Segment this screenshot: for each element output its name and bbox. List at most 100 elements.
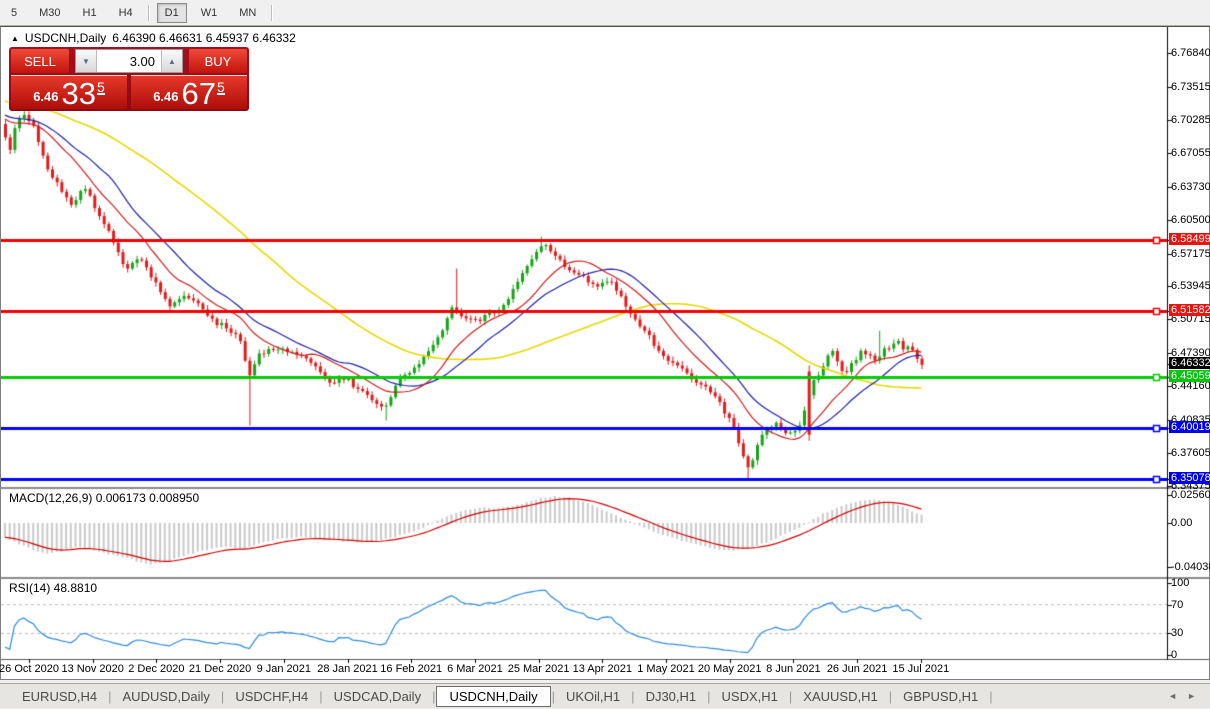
- price-axis: 6.76840 6.73515 6.70285 6.67055 6.63730 6.605…: [1168, 27, 1210, 679]
- price-tick-label: 6.76840: [1171, 47, 1210, 60]
- price-tick-label: 6.44160: [1171, 380, 1210, 393]
- macd-tick-label: 0.00: [1171, 517, 1193, 529]
- date-label: 8 Jun 2021: [766, 663, 821, 675]
- rsi-tick-label: 70: [1171, 598, 1184, 611]
- date-label: 13 Nov 2020: [61, 663, 124, 675]
- chart-title: ▲ USDCNH,Daily 6.46390 6.46631 6.45937 6…: [11, 31, 296, 45]
- price-tag-6.58499: 6.58499: [1169, 233, 1210, 246]
- rsi-tick-label: 100: [1171, 577, 1190, 590]
- price-tick-label: 6.37605: [1171, 446, 1210, 459]
- rsi-tick-label: 0: [1171, 648, 1178, 661]
- date-label: 13 Apr 2021: [572, 663, 632, 675]
- timeframe-H4[interactable]: H4: [118, 6, 133, 19]
- tab-usdcnh-daily[interactable]: USDCNH,Daily: [436, 685, 551, 707]
- rsi-tick-label: 30: [1171, 627, 1184, 640]
- macd-tick-label: 0.025609: [1171, 489, 1210, 502]
- chart-canvas[interactable]: [1, 27, 1209, 679]
- date-label: 1 May 2021: [637, 663, 695, 675]
- sell-price-prefix: 6.46: [33, 89, 59, 104]
- tab-separator: |: [108, 688, 112, 704]
- date-axis: 26 Oct 2020 13 Nov 2020 2 Dec 2020 21 Dec 2…: [0, 659, 1167, 679]
- macd-tick-label: -0.040386: [1171, 560, 1210, 573]
- price-tag-6.46332: 6.46332: [1169, 357, 1210, 370]
- date-label: 28 Jan 2021: [317, 663, 378, 675]
- buy-price-tile[interactable]: 6.46 67 5: [131, 75, 247, 109]
- price-tick-label: 6.73515: [1171, 81, 1210, 94]
- price-tick-label: 6.70285: [1171, 113, 1210, 126]
- chart-symbol-label: USDCNH,Daily: [24, 31, 107, 45]
- date-label: 6 Mar 2021: [447, 663, 503, 675]
- timeframe-W1[interactable]: W1: [200, 6, 218, 19]
- tab-eurusd-h4[interactable]: EURUSD,H4: [22, 688, 98, 704]
- tab-separator: |: [888, 688, 893, 704]
- date-label: 2 Dec 2020: [128, 663, 185, 675]
- tab-separator: |: [319, 688, 323, 704]
- timeframe-5[interactable]: 5: [11, 6, 18, 19]
- timeframe-M30[interactable]: M30: [39, 6, 61, 19]
- price-tick-label: 6.63730: [1171, 180, 1210, 193]
- tab-separator: |: [707, 688, 711, 704]
- price-tag-6.40019: 6.40019: [1169, 421, 1210, 434]
- tab-scroll-arrows: ◄ ►: [1168, 691, 1196, 701]
- date-label: 25 Mar 2021: [507, 663, 570, 675]
- tab-separator: |: [989, 688, 993, 704]
- timeframe-MN[interactable]: MN: [239, 6, 257, 19]
- price-tag-6.51582: 6.51582: [1169, 303, 1210, 316]
- volume-increase-icon[interactable]: ▲: [161, 50, 182, 72]
- tab-ukoil-h1[interactable]: UKOil,H1: [565, 688, 621, 704]
- date-label: 20 May 2021: [697, 663, 762, 675]
- timeframe-H1[interactable]: H1: [82, 6, 97, 19]
- price-tag-6.45059: 6.45059: [1169, 370, 1210, 383]
- buy-price-pips: 67: [181, 76, 216, 111]
- tab-dj30-h1[interactable]: DJ30,H1: [645, 688, 697, 704]
- price-tag-6.35078: 6.35078: [1169, 471, 1210, 484]
- volume-decrease-icon[interactable]: ▼: [76, 50, 97, 72]
- timeframe-toolbar: 5 M30 H1 H4 D1 W1 MN: [0, 0, 1210, 26]
- toolbar-separator: [271, 4, 274, 21]
- price-tick-label: 6.47390: [1171, 347, 1210, 360]
- tab-audusd-daily[interactable]: AUDUSD,Daily: [122, 688, 210, 704]
- volume-field[interactable]: 3.00: [97, 50, 161, 72]
- macd-indicator-label: MACD(12,26,9) 0.006173 0.008950: [9, 491, 200, 505]
- sell-button[interactable]: SELL: [11, 49, 69, 73]
- volume-stepper: ▼ 3.00 ▲: [75, 49, 183, 73]
- date-label: 21 Dec 2020: [188, 663, 252, 675]
- chart-ohlc-values: 6.46390 6.46631 6.45937 6.46332: [112, 31, 296, 45]
- price-tick-label: 6.60500: [1171, 213, 1210, 226]
- tab-usdcad-daily[interactable]: USDCAD,Daily: [333, 688, 422, 704]
- buy-price-prefix: 6.46: [153, 89, 179, 104]
- price-tick-label: 6.57175: [1171, 247, 1210, 260]
- tab-gbpusd-h1[interactable]: GBPUSD,H1: [903, 688, 979, 704]
- symbol-tabbar: EURUSD,H4 | AUDUSD,Daily | USDCHF,H4 | USDCAD,…: [0, 683, 1210, 708]
- sell-price-pips: 33: [61, 76, 96, 111]
- collapse-panel-icon[interactable]: ▲: [11, 33, 19, 43]
- tab-separator: |: [788, 688, 793, 704]
- tab-separator: |: [432, 688, 436, 704]
- tab-usdx-h1[interactable]: USDX,H1: [721, 688, 778, 704]
- tab-usdchf-h4[interactable]: USDCHF,H4: [235, 688, 309, 704]
- tab-separator: |: [631, 688, 635, 704]
- tab-xauusd-h1[interactable]: XAUUSD,H1: [803, 688, 878, 704]
- tab-scroll-left-icon[interactable]: ◄: [1168, 691, 1178, 701]
- date-label: 26 Oct 2020: [0, 663, 59, 675]
- tab-separator: |: [220, 688, 225, 704]
- date-label: 9 Jan 2021: [256, 663, 312, 675]
- toolbar-separator: [147, 4, 150, 21]
- tab-separator: |: [551, 688, 555, 704]
- sell-price-fraction: 5: [97, 79, 105, 95]
- one-click-trade-panel: SELL ▼ 3.00 ▲ BUY 6.46 33 5 6.46 67 5: [9, 47, 249, 111]
- date-label: 15 Jul 2021: [892, 663, 950, 675]
- chart-window: ▲ USDCNH,Daily 6.46390 6.46631 6.45937 6…: [0, 26, 1210, 680]
- timeframe-D1[interactable]: D1: [156, 2, 187, 23]
- tab-scroll-right-icon[interactable]: ►: [1187, 691, 1196, 701]
- date-label: 16 Feb 2021: [380, 663, 443, 675]
- price-tick-label: 6.50715: [1171, 313, 1210, 326]
- sell-price-tile[interactable]: 6.46 33 5: [11, 75, 127, 109]
- buy-button[interactable]: BUY: [189, 49, 247, 73]
- buy-price-fraction: 5: [217, 79, 225, 95]
- date-label: 26 Jun 2021: [826, 663, 888, 675]
- price-tick-label: 6.53945: [1171, 280, 1210, 293]
- rsi-indicator-label: RSI(14) 48.8810: [9, 581, 98, 595]
- price-tick-label: 6.67055: [1171, 146, 1210, 159]
